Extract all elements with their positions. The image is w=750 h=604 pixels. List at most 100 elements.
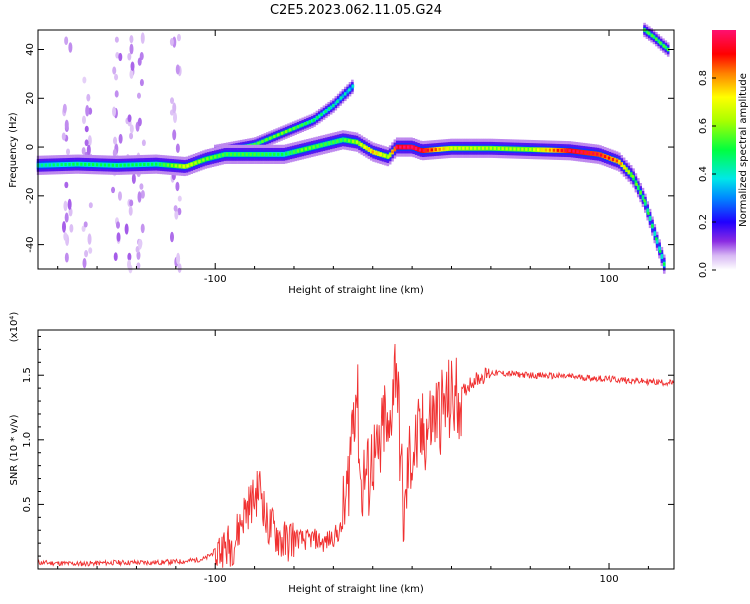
main-ridge-core: [509, 147, 512, 151]
main-ridge-cell: [117, 162, 120, 168]
wrap-branch-core: [651, 34, 654, 38]
main-ridge-cell: [369, 148, 373, 154]
main-ridge-core: [320, 143, 323, 147]
main-ridge-cell: [629, 172, 633, 178]
colorbar-gradient: [712, 30, 736, 270]
main-ridge-cell: [282, 151, 286, 157]
upper-branch-core: [347, 88, 351, 92]
main-ridge-cell: [176, 163, 179, 169]
spectrogram-x-tick-label: -100: [204, 274, 227, 285]
main-ridge-core: [174, 164, 178, 168]
snr-y-tick-label: 1.0: [22, 432, 33, 448]
main-ridge-cell: [459, 145, 463, 151]
main-ridge-cell: [499, 146, 503, 151]
main-ridge-core: [190, 162, 193, 166]
main-ridge-core: [87, 162, 91, 166]
noise-blob: [176, 33, 181, 42]
noise-blob: [136, 250, 141, 260]
noise-blob: [173, 112, 178, 124]
colorbar-tick-label: 0.2: [698, 214, 709, 230]
noise-blob: [64, 212, 69, 223]
main-ridge-cell: [417, 147, 420, 152]
snr-y-ticks: 0.5 1.0 1.5: [22, 335, 674, 557]
noise-blob: [113, 136, 118, 145]
upper-branch-core: [265, 138, 268, 142]
main-ridge-cell: [618, 159, 621, 165]
main-ridge-core: [615, 159, 619, 163]
main-ridge-core: [343, 138, 347, 142]
noise-blob: [140, 189, 145, 199]
main-ridge-cell: [128, 162, 132, 168]
main-ridge-cell: [93, 162, 97, 168]
spectrogram-x-tick-label: 100: [599, 274, 618, 285]
main-ridge-core: [316, 144, 319, 148]
main-ridge-core: [308, 146, 311, 150]
main-ridge-cell: [570, 148, 574, 154]
main-ridge-core: [131, 163, 134, 167]
spectrogram-x-ticks: -100 100: [57, 30, 649, 285]
main-ridge-core: [485, 146, 489, 150]
upper-branch-core: [343, 92, 347, 96]
upper-branch-core: [304, 121, 307, 125]
main-ridge-core: [603, 155, 607, 159]
noise-blob: [62, 103, 67, 114]
noise-blob: [63, 200, 68, 212]
main-ridge-core: [619, 162, 623, 166]
wrap-branch-cell: [645, 29, 649, 34]
main-ridge-core: [651, 224, 654, 228]
main-ridge-core: [513, 147, 516, 151]
wrap-branch-cell: [657, 39, 661, 44]
colorbar-ticks: 0.0 0.2 0.4 0.6 0.8: [698, 70, 716, 278]
main-ridge-core: [84, 162, 87, 166]
upper-branch-core: [332, 104, 335, 108]
spectrogram-y-tick-label: 40: [25, 43, 36, 56]
main-ridge-core: [454, 146, 457, 150]
main-ridge-core: [72, 162, 75, 166]
main-ridge-core: [261, 152, 264, 156]
main-ridge-cell: [235, 151, 238, 157]
main-ridge-cell: [660, 254, 664, 259]
noise-blob: [124, 223, 129, 235]
main-ridge-core: [434, 148, 437, 152]
main-ridge-cell: [216, 153, 219, 159]
main-ridge-cell: [625, 167, 628, 173]
main-ridge-core: [643, 199, 646, 203]
main-ridge-cell: [377, 151, 380, 157]
main-ridge-cell: [405, 144, 409, 150]
main-ridge-core: [580, 150, 583, 154]
noise-blob: [175, 181, 180, 192]
upper-branch-core: [261, 139, 264, 143]
main-ridge-core: [426, 148, 430, 152]
upper-branch-cell: [306, 121, 309, 125]
main-ridge-cell: [400, 144, 404, 150]
main-ridge-core: [221, 153, 225, 157]
noise-blob: [169, 231, 174, 243]
main-ridge-core: [64, 162, 67, 166]
main-ridge-cell: [140, 162, 144, 167]
main-ridge-core: [572, 149, 575, 153]
main-ridge-cell: [169, 162, 172, 168]
main-ridge-cell: [62, 162, 66, 167]
main-ridge-core: [410, 145, 414, 149]
noise-blob: [64, 181, 69, 189]
main-ridge-cell: [655, 238, 659, 244]
noise-blob: [83, 221, 88, 228]
main-ridge-core: [245, 152, 248, 156]
spectrogram-y-tick-label: 0: [25, 144, 36, 150]
main-ridge-core: [123, 163, 126, 167]
noise-blob: [127, 114, 132, 123]
main-ridge-core: [143, 162, 146, 166]
upper-branch-core: [336, 100, 339, 104]
noise-blob: [131, 173, 136, 184]
main-ridge-core: [280, 152, 284, 156]
main-ridge-cell: [648, 216, 652, 221]
main-ridge-core: [540, 148, 544, 152]
upper-branch-cell: [294, 125, 297, 130]
main-ridge-core: [544, 148, 548, 152]
noise-blob: [64, 119, 69, 131]
noise-blob: [64, 252, 69, 263]
noise-blob: [69, 223, 74, 233]
upper-branch-cell: [341, 94, 345, 99]
noise-blob: [136, 262, 141, 270]
main-ridge-core: [395, 145, 398, 149]
